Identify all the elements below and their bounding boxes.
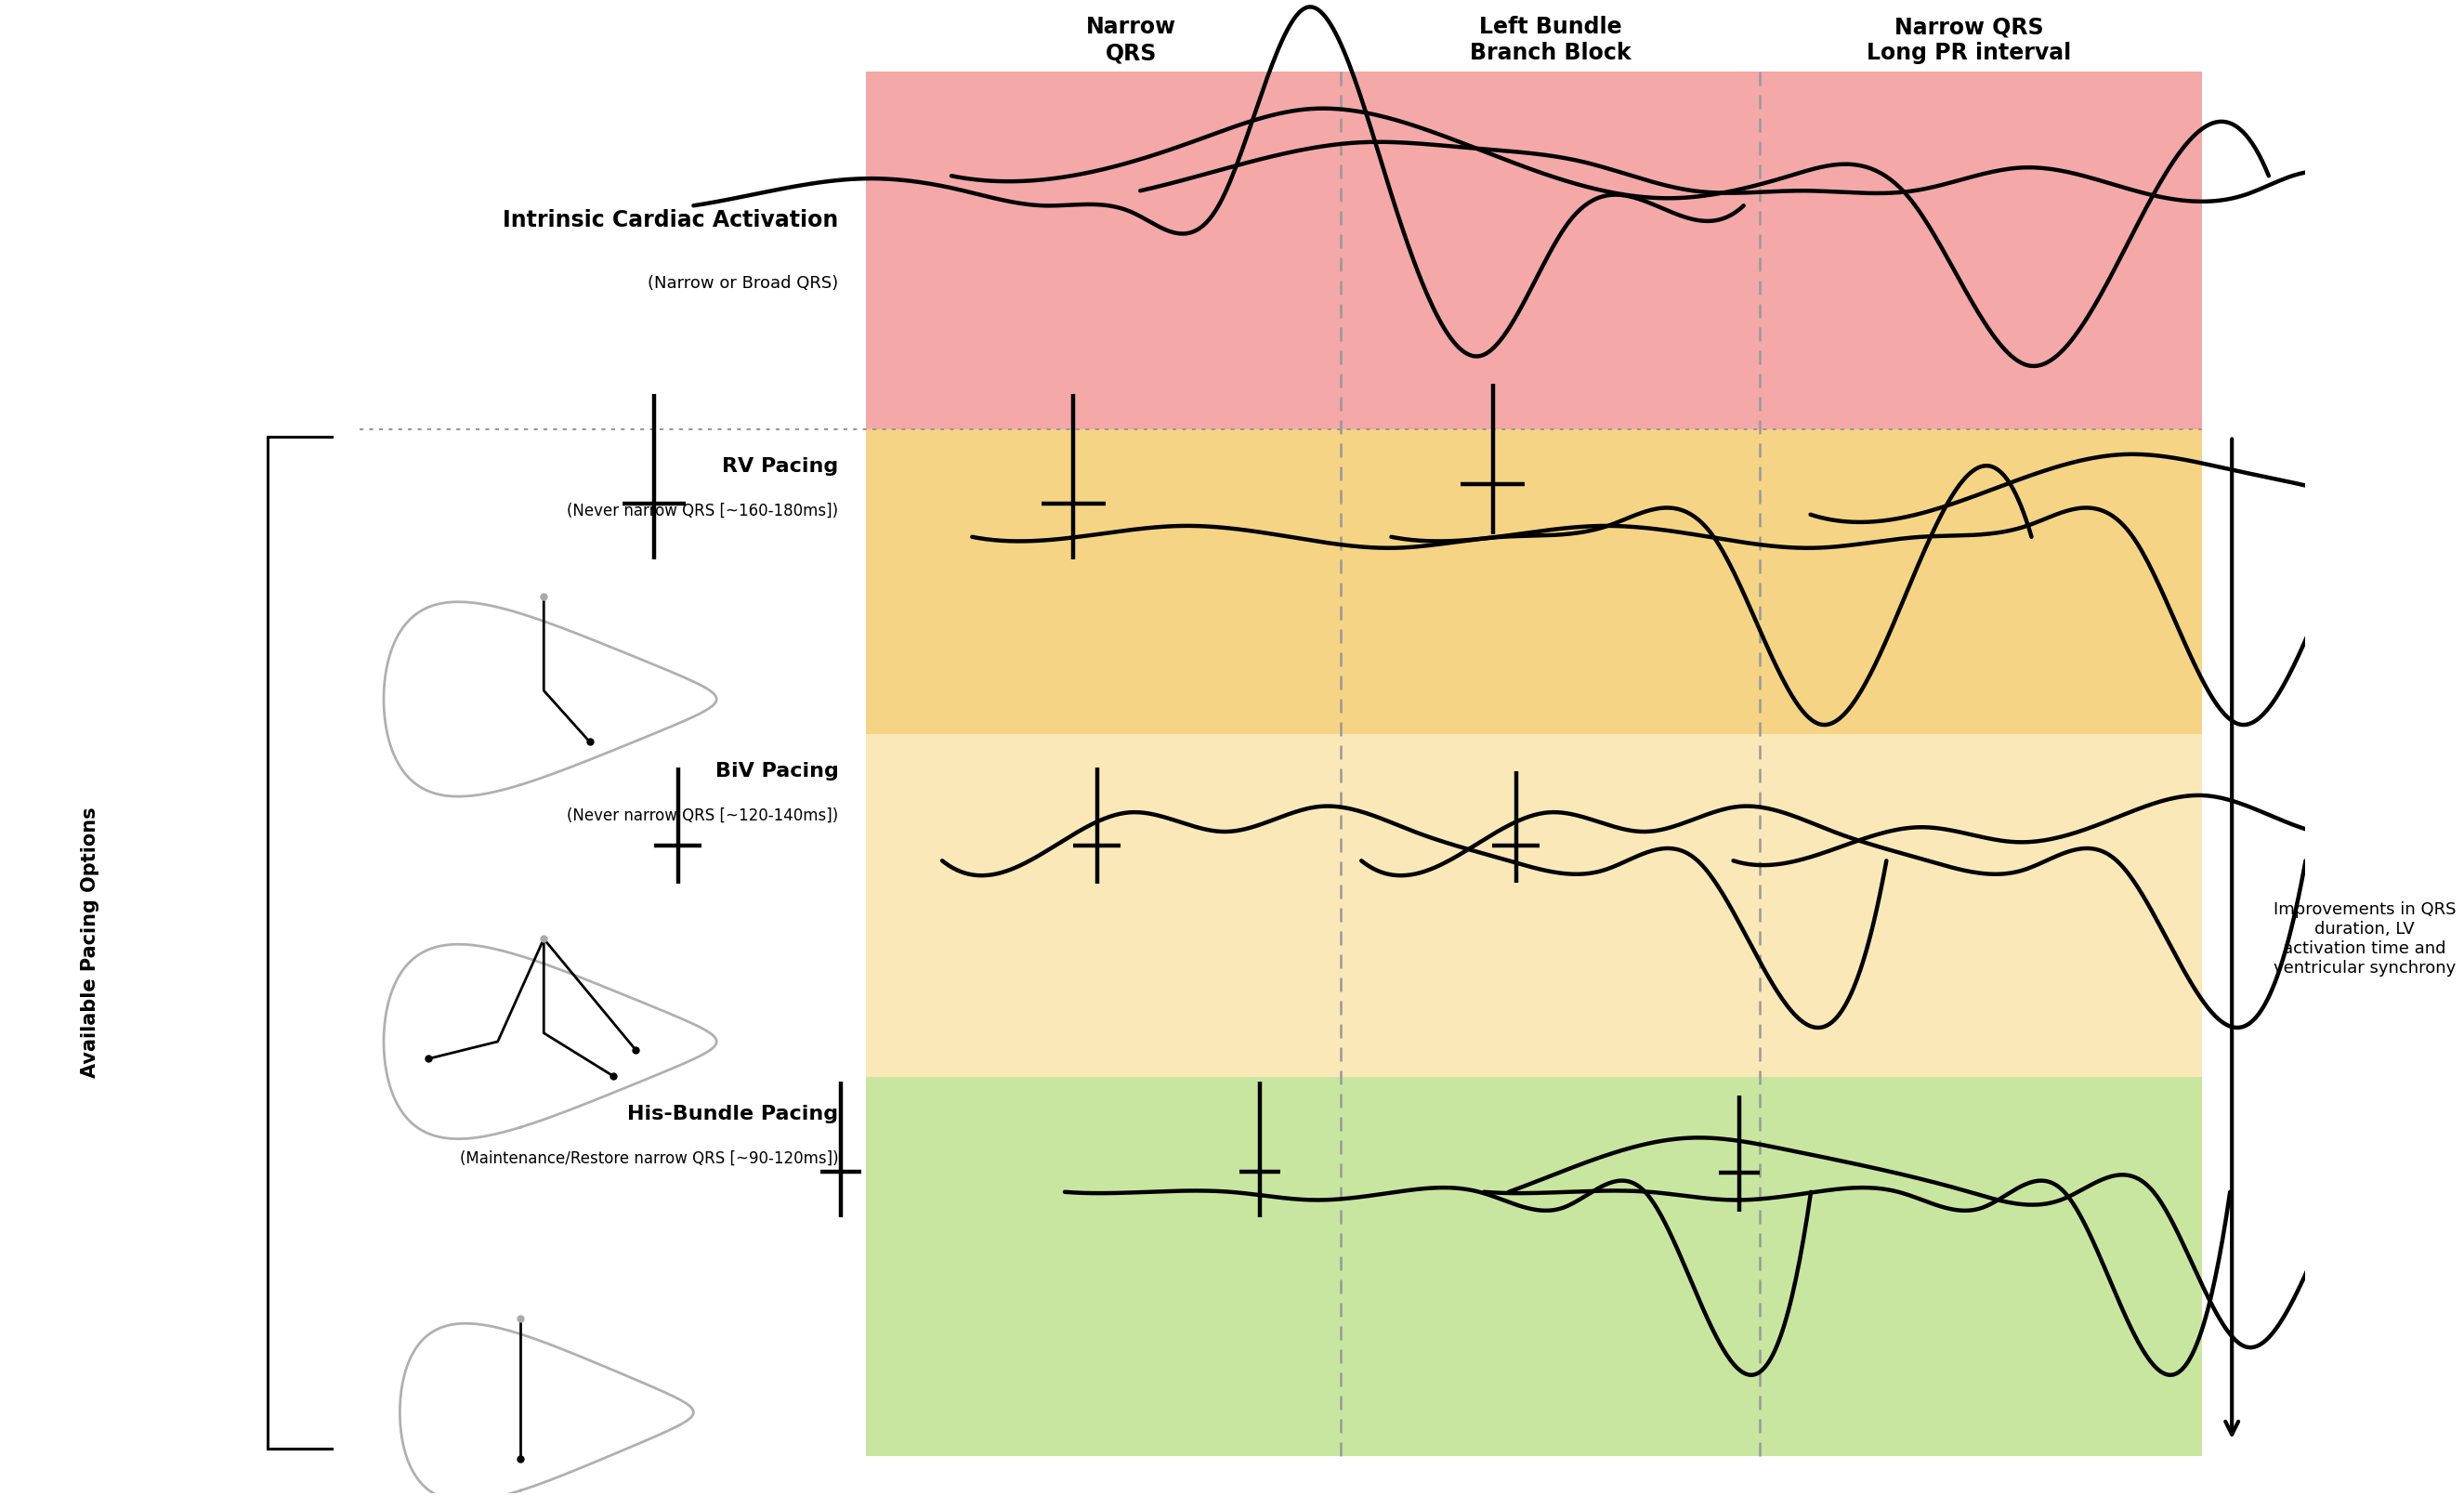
Text: Improvements in QRS
duration, LV
activation time and
ventricular synchrony: Improvements in QRS duration, LV activat… [2274,902,2457,977]
Text: (Never narrow QRS [~120-140ms]): (Never narrow QRS [~120-140ms]) [567,808,838,824]
Text: (Narrow or Broad QRS): (Narrow or Broad QRS) [648,275,838,292]
Text: (Maintenance/Restore narrow QRS [~90-120ms]): (Maintenance/Restore narrow QRS [~90-120… [461,1150,838,1167]
Text: (Never narrow QRS [~160-180ms]): (Never narrow QRS [~160-180ms]) [567,503,838,519]
Text: Intrinsic Cardiac Activation: Intrinsic Cardiac Activation [503,209,838,232]
Text: Left Bundle
Branch Block: Left Bundle Branch Block [1469,16,1631,64]
Bar [867,735,2203,1077]
Text: Available Pacing Options: Available Pacing Options [81,806,99,1079]
Text: Narrow
QRS: Narrow QRS [1087,16,1175,64]
Bar [867,1077,2203,1456]
Bar [867,429,2203,735]
Text: Narrow QRS
Long PR interval: Narrow QRS Long PR interval [1868,16,2072,64]
Text: His-Bundle Pacing: His-Bundle Pacing [628,1104,838,1123]
Text: BiV Pacing: BiV Pacing [715,761,838,781]
Text: RV Pacing: RV Pacing [722,456,838,476]
Bar [867,72,2203,429]
